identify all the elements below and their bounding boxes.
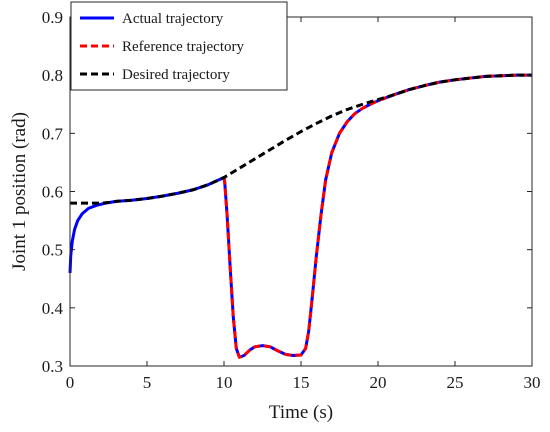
y-tick-label: 0.4 (42, 299, 64, 318)
x-tick-label: 15 (293, 373, 310, 392)
x-tick-label: 20 (370, 373, 387, 392)
x-tick-label: 30 (524, 373, 541, 392)
ticks-layer: 0 5 10 15 20 25 30 0.3 0.4 0.5 0.6 0.7 0.8 0.9 (42, 8, 541, 392)
y-tick-label: 0.3 (42, 357, 63, 376)
x-axis-title: Time (s) (269, 402, 333, 423)
legend-label-reference: Reference trajectory (122, 39, 244, 55)
legend: Actual trajectory Reference trajectory D… (70, 1, 288, 91)
y-tick-label: 0.9 (42, 8, 63, 27)
x-tick-label: 25 (447, 373, 464, 392)
legend-label-actual: Actual trajectory (122, 11, 224, 27)
y-tick-label: 0.6 (42, 183, 63, 202)
y-tick-label: 0.7 (42, 124, 64, 143)
y-tick-label: 0.5 (42, 241, 63, 260)
y-tick-label: 0.8 (42, 66, 63, 85)
x-tick-label: 5 (143, 373, 152, 392)
x-tick-label: 10 (216, 373, 233, 392)
y-axis-title: Joint 1 position (rad) (9, 112, 30, 271)
series-line-desired (70, 73, 532, 205)
legend-label-desired: Desired trajectory (122, 67, 230, 83)
x-tick-label: 0 (66, 373, 75, 392)
series-layer (68, 73, 532, 359)
